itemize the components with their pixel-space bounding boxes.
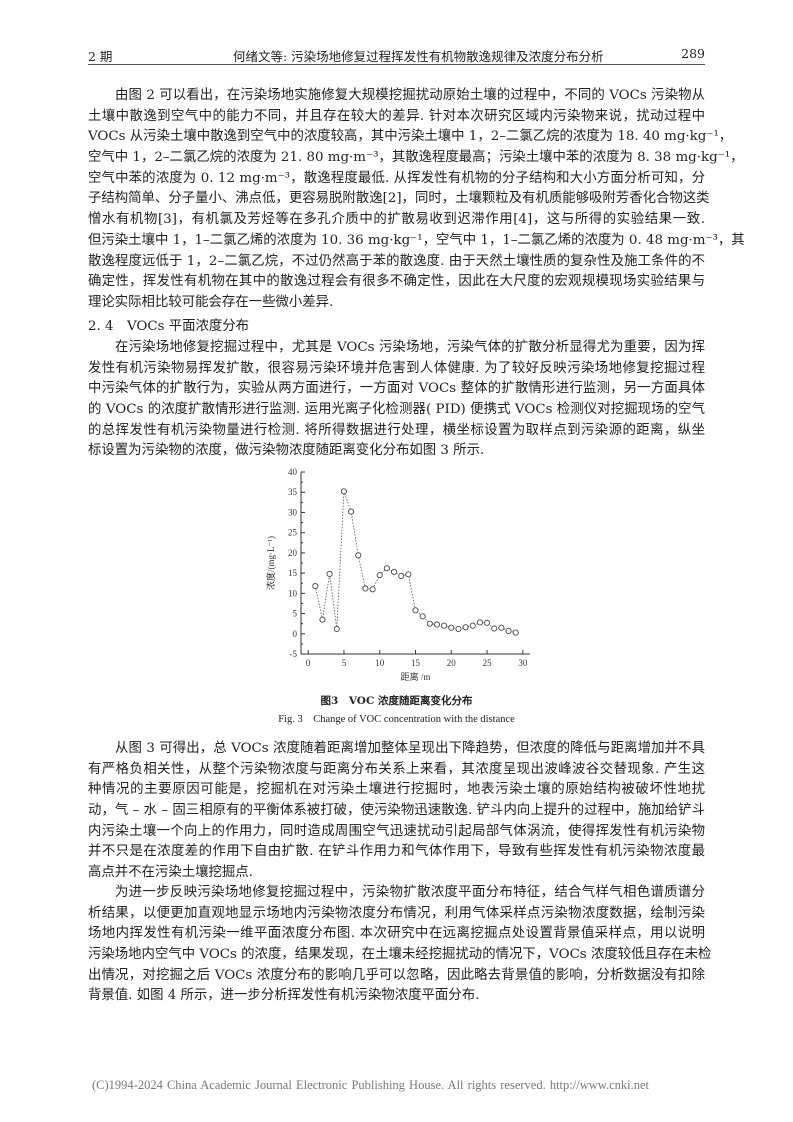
- text-line: 种情况的主要原因可能是，挖掘机在对污染土壤进行挖掘时，地表污染土壤的原始结构被破…: [88, 782, 705, 798]
- data-point: [312, 583, 319, 590]
- text-line: 在污染场地修复挖掘过程中，尤其是 VOCs 污染场地，污染气体的扩散分析显得尤为…: [115, 340, 705, 355]
- x-tick-label: 20: [447, 658, 457, 668]
- text-line: 并不只是在浓度差的作用下自由扩散. 在铲斗作用力和气体作用下，导致有些挥发性有机…: [88, 844, 705, 860]
- x-tick-label: 25: [483, 658, 493, 668]
- text-line: 场地内挥发性有机污染一维平面浓度分布图. 本次研究中在远离挖掘点处设置背景值采样…: [88, 926, 705, 942]
- text-line: 中污染气体的扩散行为，实验从两方面进行，一方面对 VOCs 整体的扩散情形进行监…: [88, 381, 705, 397]
- data-point: [326, 570, 333, 577]
- data-point: [448, 624, 455, 631]
- data-point: [426, 620, 433, 627]
- text-line: 出情况，对挖掘之后 VOCs 浓度分布的影响几乎可以忽略，因此略去背景值的影响，…: [88, 967, 705, 983]
- text-line: 高点并不在污染土壤挖掘点.: [88, 865, 253, 881]
- text-line: 土壤中散逸到空气中的能力不同，并且存在较大的差异. 针对本次研究区域内污染物来说…: [88, 108, 705, 124]
- data-point: [355, 552, 362, 559]
- text-line: 理论实际相比较可能会存在一些微小差异.: [88, 294, 334, 310]
- data-point: [412, 607, 419, 614]
- paragraph-3: 从图 3 可得出，总 VOCs 浓度随着距离增加整体呈现出下降趋势，但浓度的降低…: [88, 739, 705, 884]
- text-line: 动，气 – 水 – 固三相原有的平衡体系被打破，使污染物迅速散逸. 铲斗内向上提…: [88, 803, 705, 819]
- y-tick-label: 5: [293, 609, 298, 619]
- data-point: [376, 572, 383, 579]
- data-point: [476, 619, 483, 626]
- data-point: [333, 625, 340, 632]
- data-point: [383, 565, 390, 572]
- text-line: VOCs 从污染土壤中散逸到空气中的浓度较高，其中污染土壤中 1，2–二氯乙烷的…: [88, 129, 733, 145]
- x-tick-label: 15: [411, 658, 421, 668]
- page-number: 289: [681, 46, 705, 61]
- data-point: [405, 571, 412, 578]
- y-tick-label: 25: [288, 528, 298, 538]
- data-point: [419, 613, 426, 620]
- data-point: [348, 508, 355, 515]
- x-axis-label: 距离 /m: [401, 671, 431, 682]
- text-line: 从图 3 可得出，总 VOCs 浓度随着距离增加整体呈现出下降趋势，但浓度的降低…: [115, 741, 705, 756]
- data-point: [319, 616, 326, 623]
- y-tick-label: 20: [288, 548, 298, 558]
- text-line: 内污染土壤一个向上的作用力，同时造成周围空气迅速扰动引起局部气体涡流，使得挥发性…: [88, 823, 705, 839]
- data-point: [441, 622, 448, 629]
- text-line: 背景值. 如图 4 所示，进一步分析挥发性有机污染物浓度平面分布.: [88, 988, 480, 1004]
- text-line: 憎水有机物[3]，有机氯及芳烃等在多孔介质中的扩散易收到迟滞作用[4]，这与所得…: [88, 212, 705, 228]
- data-point: [491, 625, 498, 632]
- text-line: 的 VOCs 的浓度扩散情形进行监测. 运用光离子化检测器( PID) 便携式 …: [88, 402, 705, 418]
- text-line: 标设置为污染物的浓度，做污染物浓度随距离变化分布如图 3 所示.: [88, 443, 485, 459]
- data-point: [455, 625, 462, 632]
- text-line: 为进一步反映污染场地修复挖掘过程中，污染物扩散浓度平面分布特征，结合气样气相色谱…: [115, 885, 705, 900]
- figure-caption-cn: 图3 VOC 浓度随距离变化分布: [320, 695, 473, 707]
- y-tick-label: 35: [288, 487, 298, 497]
- figure-caption-en: Fig. 3 Change of VOC concentration with …: [278, 714, 515, 725]
- text-line: 空气中 1，2–二氯乙烷的浓度为 21. 80 mg·m⁻³，其散逸程度最高；污…: [88, 150, 744, 166]
- text-line: 子结构简单、分子量小、沸点低，更容易脱附散逸[2]，同时，土壤颗粒及有机质能够吸…: [88, 191, 710, 207]
- x-tick-label: 0: [306, 658, 311, 668]
- data-point: [512, 629, 519, 636]
- paragraph-2: 在污染场地修复挖掘过程中，尤其是 VOCs 污染场地，污染气体的扩散分析显得尤为…: [88, 338, 705, 462]
- data-point: [469, 622, 476, 629]
- data-point: [369, 586, 376, 593]
- text-line: 析结果，以便更加直观地显示场地内污染物浓度分布情况，利用气体采样点污染物浓度数据…: [88, 905, 705, 921]
- text-line: 由图 2 可以看出，在污染场地实施修复大规模挖掘扰动原始土壤的过程中，不同的 V…: [115, 88, 705, 103]
- text-line: 的总挥发性有机污染物量进行检测. 将所得数据进行处理，横坐标设置为取样点到污染源…: [88, 422, 705, 438]
- issue-number: 2 期: [88, 49, 113, 64]
- x-tick-label: 5: [342, 658, 347, 668]
- text-line: 但污染土壤中 1，1–二氯乙烯的浓度为 10. 36 mg·kg⁻¹，空气中 1…: [88, 232, 745, 248]
- data-point: [498, 624, 505, 631]
- y-axis-label: 浓度/(mg·L⁻¹): [265, 536, 276, 590]
- data-point: [433, 621, 441, 628]
- data-point: [340, 488, 347, 495]
- data-point: [505, 627, 512, 634]
- text-line: 有严格负相关性，从整个污染物浓度与距离分布关系上来看，其浓度呈现出波峰波谷交替现…: [88, 761, 705, 777]
- paragraph-1: 由图 2 可以看出，在污染场地实施修复大规模挖掘扰动原始土壤的过程中，不同的 V…: [88, 86, 745, 314]
- x-tick-label: 30: [518, 658, 528, 668]
- text-line: 散逸程度远低于 1，2–二氯乙烷，不过仍然高于苯的散逸度. 由于天然土壤性质的复…: [88, 253, 705, 269]
- data-point: [462, 624, 469, 631]
- running-header: 2 期 何绪文等: 污染场地修复过程挥发性有机物散逸规律及浓度分布分析 289: [88, 46, 705, 65]
- data-point: [484, 619, 491, 626]
- text-line: 发性有机污染物易挥发扩散，很容易污染环境并危害到人体健康. 为了较好反映污染场地…: [88, 360, 705, 376]
- y-tick-label: 15: [288, 568, 298, 578]
- data-point: [398, 572, 405, 579]
- section-heading: 2. 4 VOCs 平面浓度分布: [88, 319, 250, 334]
- y-tick-label: 40: [288, 467, 298, 477]
- running-title: 何绪文等: 污染场地修复过程挥发性有机物散逸规律及浓度分布分析: [233, 49, 604, 64]
- text-line: 污染场地内空气中 VOCs 的浓度，结果发现，在土壤未经挖掘扰动的情况下，VOC…: [88, 947, 712, 963]
- figure-3-chart: -5 0 5 10 15 20 25 30 35 40 0 5 10 15 20 25 30 距离 /m 浓度/(m…: [265, 467, 530, 682]
- text-line: 空气中苯的浓度为 0. 12 mg·m⁻³，散逸程度最低. 从挥发性有机物的分子…: [88, 170, 705, 186]
- x-tick-label: 10: [375, 658, 385, 668]
- y-tick-label: 0: [293, 629, 298, 639]
- y-tick-label: -5: [290, 649, 298, 659]
- y-tick-label: 10: [288, 588, 298, 598]
- y-tick-label: 30: [288, 507, 298, 517]
- text-line: 确定性，挥发性有机物在其中的散逸过程会有很多不确定性，因此在大尺度的宏观规模现场…: [88, 274, 705, 290]
- data-point: [362, 585, 369, 592]
- copyright-footer: (C)1994-2024 China Academic Journal Elec…: [92, 1078, 650, 1092]
- data-point: [390, 568, 398, 575]
- paragraph-4: 为进一步反映污染场地修复挖掘过程中，污染物扩散浓度平面分布特征，结合气样气相色谱…: [88, 883, 712, 1007]
